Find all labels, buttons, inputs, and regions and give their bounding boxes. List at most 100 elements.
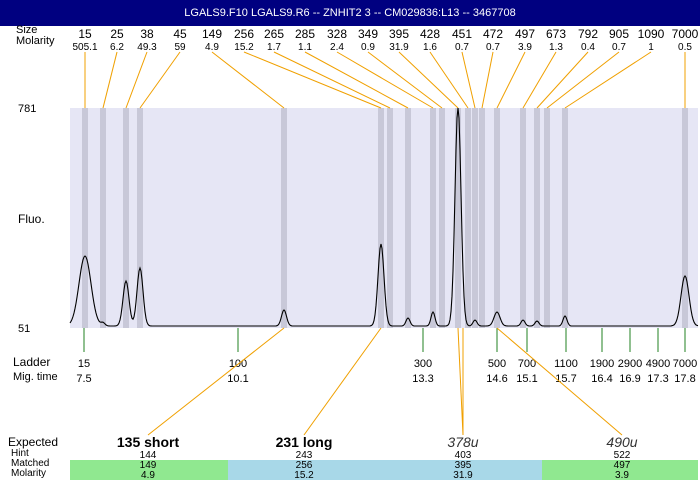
hint-value: 522	[614, 450, 631, 461]
peak-band	[562, 108, 568, 328]
peak-connector	[367, 51, 443, 109]
ladder-size-label: 500	[488, 358, 506, 370]
peak-connector	[139, 51, 181, 109]
peak-molarity-label: 0.9	[361, 42, 375, 53]
peak-size-label: 1090	[638, 27, 665, 41]
peak-size-label: 792	[578, 27, 598, 41]
y-axis-label: Fluo.	[18, 212, 45, 226]
peak-size-label: 673	[546, 27, 566, 41]
peak-band	[378, 108, 384, 328]
molarity-value: 15.2	[294, 470, 314, 480]
peak-connector	[304, 51, 409, 109]
molarity-value: 4.9	[141, 470, 155, 480]
peak-molarity-label: 0.4	[581, 42, 595, 53]
peak-molarity-label: 1.1	[298, 42, 312, 53]
peak-connector	[461, 51, 476, 109]
hint-value: 243	[296, 450, 313, 461]
y-min-label: 51	[18, 323, 31, 335]
peak-size-label: 38	[140, 27, 154, 41]
ladder-time-label: 15.1	[516, 373, 537, 385]
peak-band	[100, 108, 106, 328]
peak-connector	[211, 51, 285, 109]
peak-size-label: 265	[264, 27, 284, 41]
expected-connector	[303, 327, 382, 436]
title-bar: LGALS9.F10 LGALS9.R6 -- ZNHIT2 3 -- CM02…	[0, 0, 700, 26]
peak-band	[494, 108, 500, 328]
peak-band	[544, 108, 550, 328]
peak-connector	[398, 51, 459, 109]
peak-connector	[481, 51, 494, 109]
peak-size-label: 328	[327, 27, 347, 41]
peak-band	[281, 108, 287, 328]
peak-band	[82, 108, 88, 328]
peak-size-label: 45	[173, 27, 187, 41]
peak-band	[439, 108, 445, 328]
hint-value: 144	[140, 450, 157, 461]
peak-size-label: 428	[420, 27, 440, 41]
ladder-size-label: 300	[414, 358, 432, 370]
peak-size-label: 149	[202, 27, 222, 41]
ladder-time-label: 14.6	[486, 373, 507, 385]
migtime-label: Mig. time	[13, 371, 58, 383]
molarity-header-label: Molarity	[16, 35, 55, 47]
peak-connector	[546, 51, 620, 109]
size-header-label: Size	[16, 24, 38, 36]
ladder-time-label: 10.1	[227, 373, 248, 385]
peak-molarity-label: 3.9	[518, 42, 532, 53]
peak-molarity-label: 0.7	[455, 42, 469, 53]
ladder-time-label: 13.3	[412, 373, 433, 385]
peak-size-label: 905	[609, 27, 629, 41]
peak-connector	[125, 51, 148, 109]
peak-size-label: 395	[389, 27, 409, 41]
expected-connector	[457, 327, 464, 436]
peak-size-label: 285	[295, 27, 315, 41]
ladder-size-label: 4900	[646, 358, 670, 370]
matched-value: 149	[140, 460, 157, 471]
ladder-size-label: 15	[78, 358, 90, 370]
molarity-value: 3.9	[615, 470, 629, 480]
ladder-time-label: 15.7	[555, 373, 576, 385]
peak-size-label: 451	[452, 27, 472, 41]
expected-label: 378u	[447, 434, 478, 450]
peak-connector	[243, 51, 382, 109]
peak-molarity-label: 0.5	[678, 42, 692, 53]
ladder-time-label: 16.9	[619, 373, 640, 385]
peak-connector	[336, 51, 434, 109]
ladder-time-label: 17.3	[647, 373, 668, 385]
peak-band	[465, 108, 471, 328]
matched-bar-2	[228, 460, 542, 480]
peak-connector	[496, 51, 526, 109]
molarity-row-label: Molarity	[11, 468, 47, 479]
peak-size-label: 15	[78, 27, 92, 41]
peak-band	[534, 108, 540, 328]
peak-molarity-label: 1.3	[549, 42, 563, 53]
peak-band	[137, 108, 143, 328]
peak-band	[479, 108, 485, 328]
hint-value: 403	[455, 450, 472, 461]
peak-connector	[536, 51, 589, 109]
peak-molarity-label: 1.7	[267, 42, 281, 53]
peak-molarity-label: 0.7	[612, 42, 626, 53]
matched-bar-3	[542, 460, 698, 480]
peak-molarity-label: 6.2	[110, 42, 124, 53]
peak-size-label: 7000	[672, 27, 699, 41]
peak-molarity-label: 2.4	[330, 42, 344, 53]
peak-band	[472, 108, 478, 328]
expected-label: 231 long	[276, 434, 333, 450]
expected-label: Expected	[8, 435, 59, 449]
peak-band	[405, 108, 411, 328]
ladder-size-label: 1900	[590, 358, 614, 370]
hint-label: Hint	[11, 448, 29, 459]
peak-molarity-label: 505.1	[72, 42, 97, 53]
peak-size-label: 256	[234, 27, 254, 41]
ladder-time-label: 16.4	[591, 373, 612, 385]
peak-band	[682, 108, 688, 328]
expected-connector	[147, 327, 285, 436]
peak-connector	[564, 51, 652, 109]
ladder-size-label: 7000	[673, 358, 697, 370]
peak-molarity-label: 49.3	[137, 42, 157, 53]
ladder-size-label: 2900	[618, 358, 642, 370]
peak-size-label: 497	[515, 27, 535, 41]
ladder-size-label: 1100	[554, 358, 578, 370]
peak-molarity-label: 1	[648, 42, 654, 53]
